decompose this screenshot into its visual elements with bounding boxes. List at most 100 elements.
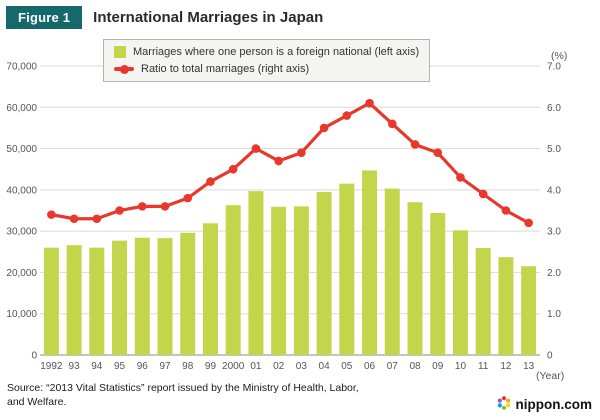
ratio-point (524, 218, 533, 228)
right-tick-label: 5.0 (547, 144, 561, 155)
right-axis-unit: (%) (551, 50, 568, 62)
x-tick-label: 13 (523, 361, 535, 372)
bar (180, 232, 196, 355)
chart-legend: Marriages where one person is a foreign … (103, 39, 431, 82)
logo-dot (505, 403, 510, 408)
bar (134, 237, 150, 355)
x-tick-label: 99 (205, 361, 217, 372)
bar (89, 247, 105, 355)
x-tick-label: 95 (114, 361, 126, 372)
ratio-point (47, 210, 56, 219)
x-tick-label: 98 (182, 361, 194, 372)
bar (521, 266, 537, 355)
bar (202, 223, 218, 355)
legend-row-line: Ratio to total marriages (right axis) (114, 63, 419, 75)
ratio-point (115, 206, 124, 215)
bar (66, 245, 82, 355)
x-tick-label: 2000 (222, 361, 245, 372)
right-tick-label: 3.0 (547, 227, 561, 238)
ratio-point (183, 193, 193, 203)
left-tick-label: 70,000 (6, 62, 37, 73)
x-axis-unit: (Year) (536, 370, 565, 382)
ratio-point (342, 111, 352, 120)
ratio-point (69, 214, 79, 224)
ratio-point (433, 148, 443, 157)
bar (407, 202, 423, 355)
right-tick-label: 4.0 (547, 185, 561, 196)
ratio-point (160, 202, 170, 211)
x-tick-label: 12 (500, 361, 512, 372)
x-tick-label: 11 (478, 361, 489, 372)
bar (339, 183, 355, 355)
ratio-point (319, 123, 329, 133)
bar (452, 230, 468, 355)
logo-dot (505, 398, 510, 403)
left-tick-label: 0 (31, 351, 37, 362)
x-tick-label: 1992 (40, 361, 63, 372)
x-tick-label: 09 (432, 361, 444, 372)
bar (248, 191, 264, 355)
right-tick-label: 0 (547, 351, 553, 362)
right-tick-label: 1.0 (547, 309, 561, 320)
ratio-point (501, 206, 511, 215)
right-tick-label: 6.0 (547, 103, 561, 114)
bar-series-label: Marriages where one person is a foreign … (133, 46, 420, 58)
source-line-2: and Welfare. (7, 395, 67, 408)
nippon-logo-dots-icon (496, 395, 512, 414)
bar (384, 188, 400, 355)
logo-dot (497, 403, 502, 408)
ratio-point (297, 148, 306, 157)
bar (293, 206, 309, 355)
left-tick-label: 60,000 (6, 103, 37, 114)
line-series-label: Ratio to total marriages (right axis) (141, 63, 310, 75)
ratio-point (410, 140, 420, 149)
logo-dot (501, 405, 506, 410)
x-tick-label: 01 (250, 361, 262, 372)
ratio-point (456, 173, 465, 182)
page-title: International Marriages in Japan (93, 9, 324, 26)
bar (43, 247, 59, 355)
bar-series-swatch-icon (114, 46, 126, 58)
legend-row-bars: Marriages where one person is a foreign … (114, 46, 419, 58)
right-tick-label: 7.0 (547, 62, 561, 73)
x-tick-label: 94 (91, 361, 103, 372)
bar (475, 248, 491, 355)
bar (430, 212, 446, 355)
figure-header: Figure 1 International Marriages in Japa… (6, 6, 323, 29)
source-note: Source: “2013 Vital Statistics” report i… (7, 382, 359, 409)
x-tick-label: 08 (409, 361, 421, 372)
x-tick-label: 02 (273, 361, 285, 372)
x-tick-label: 07 (387, 361, 399, 372)
nippon-logo-dots-svg (497, 396, 510, 410)
x-tick-label: 93 (69, 361, 81, 372)
ratio-point (137, 202, 147, 211)
ratio-point (228, 164, 238, 174)
x-tick-label: 05 (341, 361, 353, 372)
x-tick-label: 10 (455, 361, 467, 372)
x-tick-label: 97 (159, 361, 171, 372)
bar (316, 191, 332, 355)
ratio-point (274, 156, 283, 166)
ratio-point (206, 177, 215, 186)
left-tick-label: 10,000 (6, 309, 37, 320)
x-tick-label: 03 (296, 361, 308, 372)
source-line-1: Source: “2013 Vital Statistics” report i… (7, 382, 359, 394)
left-tick-label: 40,000 (6, 185, 37, 196)
nippon-logo-text: nippon.com (515, 397, 593, 412)
x-tick-label: 04 (319, 361, 331, 372)
logo-dot (501, 396, 506, 401)
bar (225, 205, 241, 355)
ratio-point (92, 214, 102, 224)
figure-badge: Figure 1 (6, 6, 83, 29)
ratio-line (49, 101, 531, 225)
ratio-point (387, 119, 397, 129)
ratio-point (251, 144, 261, 153)
bar (112, 240, 128, 355)
bar (362, 170, 378, 355)
ratio-point (365, 98, 374, 108)
x-tick-label: 06 (364, 361, 376, 372)
x-tick-label: 96 (137, 361, 149, 372)
ratio-point (478, 189, 488, 199)
bar (271, 206, 287, 355)
